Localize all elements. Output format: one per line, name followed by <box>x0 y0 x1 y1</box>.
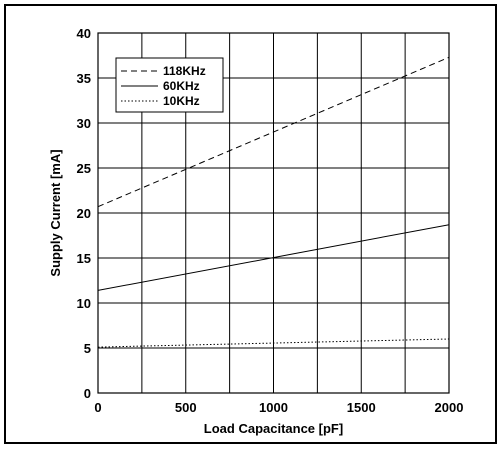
series-line-10khz <box>97 338 450 348</box>
y-tick-label: 30 <box>77 116 91 131</box>
plot-area-border <box>97 32 450 394</box>
legend-entry: 60KHz <box>163 79 200 93</box>
x-tick-label: 2000 <box>435 400 464 415</box>
legend-entry: 10KHz <box>163 94 200 108</box>
x-tick-label: 1500 <box>347 400 376 415</box>
series-line-60khz <box>97 224 450 291</box>
y-tick-label: 40 <box>77 26 91 41</box>
y-tick-label: 10 <box>77 296 91 311</box>
y-axis-label: Supply Current [mA] <box>48 149 63 276</box>
y-tick-label: 15 <box>77 251 91 266</box>
grid-lines <box>98 33 449 393</box>
x-tick-label: 0 <box>94 400 101 415</box>
legend-entry: 118KHz <box>163 64 206 78</box>
supply-current-chart: 0 500 1000 1500 2000 0 5 10 15 20 25 30 35 40 118KHz6… <box>48 26 464 436</box>
chart-frame: 0 500 1000 1500 2000 0 5 10 15 20 25 30 35 40 118KHz 6… <box>4 4 497 444</box>
series-layer <box>97 56 450 348</box>
y-tick-label: 35 <box>77 71 91 86</box>
series-line-118khz <box>97 56 450 208</box>
tick-labels: 0 500 1000 1500 2000 0 5 10 15 20 25 30 35 40 <box>77 26 464 415</box>
y-tick-label: 5 <box>84 341 91 356</box>
x-tick-label: 500 <box>175 400 197 415</box>
x-axis-label: Load Capacitance [pF] <box>204 421 343 436</box>
legend-box <box>115 57 224 113</box>
y-tick-label: 25 <box>77 161 91 176</box>
x-tick-label: 1000 <box>259 400 288 415</box>
y-tick-label: 0 <box>84 386 91 401</box>
y-tick-label: 20 <box>77 206 91 221</box>
